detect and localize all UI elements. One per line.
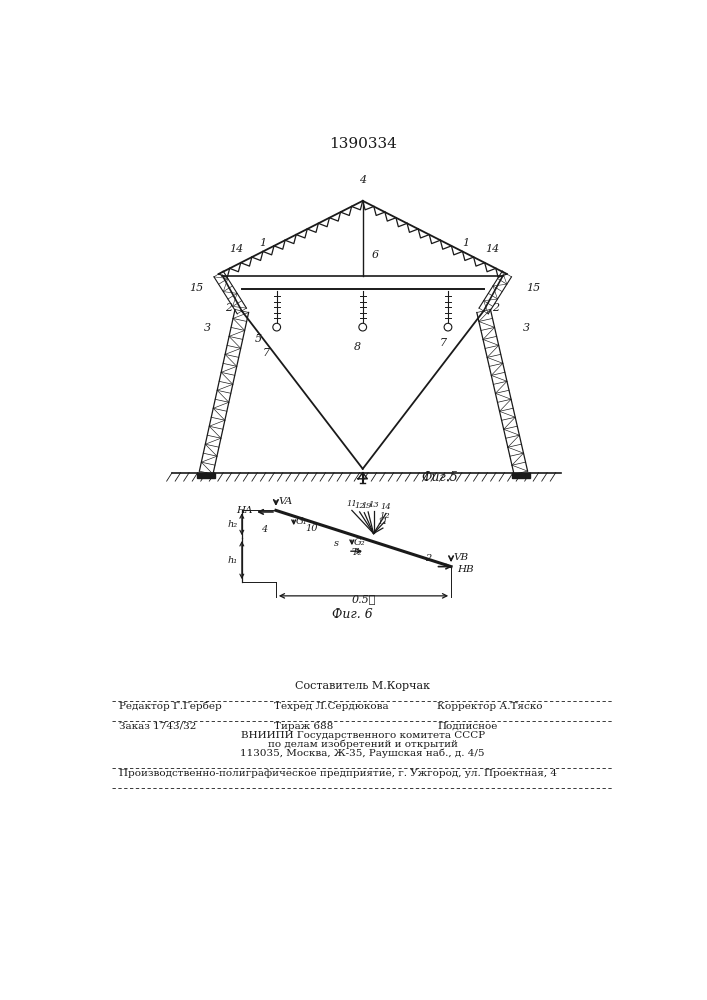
Text: HA: HA: [236, 506, 252, 515]
Circle shape: [359, 323, 367, 331]
Text: 11: 11: [346, 500, 357, 508]
Text: HB: HB: [457, 565, 474, 574]
Text: 12: 12: [354, 502, 365, 510]
Bar: [197, 473, 216, 478]
Text: 3: 3: [204, 323, 211, 333]
Text: 1: 1: [462, 238, 469, 248]
Text: Производственно-полиграфическое предприятие, г. Ужгород, ул. Проектная, 4: Производственно-полиграфическое предприя…: [119, 769, 557, 778]
Text: 0.5ℓ: 0.5ℓ: [351, 594, 375, 604]
Text: 113035, Москва, Ж-35, Раушская наб., д. 4/5: 113035, Москва, Ж-35, Раушская наб., д. …: [240, 749, 485, 758]
Text: ВНИИПИ Государственного комитета СССР: ВНИИПИ Государственного комитета СССР: [240, 731, 485, 740]
Text: 12: 12: [379, 512, 390, 520]
Circle shape: [273, 323, 281, 331]
Text: 4: 4: [359, 175, 366, 185]
Text: 2: 2: [426, 554, 432, 563]
Text: Фиг. 6: Фиг. 6: [332, 607, 373, 620]
Text: Тираж 688: Тираж 688: [274, 722, 334, 731]
Text: 15: 15: [526, 283, 540, 293]
Text: Составитель М.Корчак: Составитель М.Корчак: [296, 681, 431, 691]
Text: 7: 7: [440, 338, 447, 348]
Text: 1390334: 1390334: [329, 137, 397, 151]
Text: VA: VA: [279, 497, 293, 506]
Text: 10: 10: [305, 524, 318, 533]
Text: G₂: G₂: [354, 538, 365, 547]
Text: 2: 2: [492, 303, 499, 313]
Text: 14: 14: [485, 244, 499, 254]
Text: s: s: [334, 539, 339, 548]
Text: 6: 6: [371, 250, 378, 260]
Text: h₂: h₂: [228, 520, 238, 529]
Text: Техред Л.Сердюкова: Техред Л.Сердюкова: [274, 702, 389, 711]
Text: 11: 11: [378, 518, 388, 526]
Text: 2: 2: [226, 303, 233, 313]
Circle shape: [444, 323, 452, 331]
Text: 1: 1: [259, 238, 266, 248]
Text: 9: 9: [366, 502, 371, 510]
Text: G₁: G₁: [296, 517, 307, 526]
Text: Редактор Г.Гербер: Редактор Г.Гербер: [119, 702, 222, 711]
Text: 5: 5: [255, 334, 262, 344]
Text: по делам изобретений и открытий: по делам изобретений и открытий: [268, 740, 457, 749]
Text: Фиг.5: Фиг.5: [421, 471, 458, 484]
Text: 1: 1: [361, 502, 367, 510]
Text: 3: 3: [522, 323, 530, 333]
Text: T₂: T₂: [352, 548, 362, 557]
Text: 14: 14: [229, 244, 243, 254]
Text: 15: 15: [189, 283, 203, 293]
Text: Заказ 1743/32: Заказ 1743/32: [119, 722, 197, 731]
Bar: [512, 473, 530, 478]
Text: 4: 4: [261, 525, 267, 534]
Text: 7: 7: [263, 348, 270, 358]
Text: Подписное: Подписное: [437, 722, 498, 731]
Text: Корректор А.Тяско: Корректор А.Тяско: [437, 702, 543, 711]
Text: 14: 14: [380, 503, 392, 511]
Text: VB: VB: [453, 553, 469, 562]
Text: h₁: h₁: [228, 556, 238, 565]
Text: 13: 13: [368, 501, 379, 509]
Text: 8: 8: [354, 342, 361, 352]
